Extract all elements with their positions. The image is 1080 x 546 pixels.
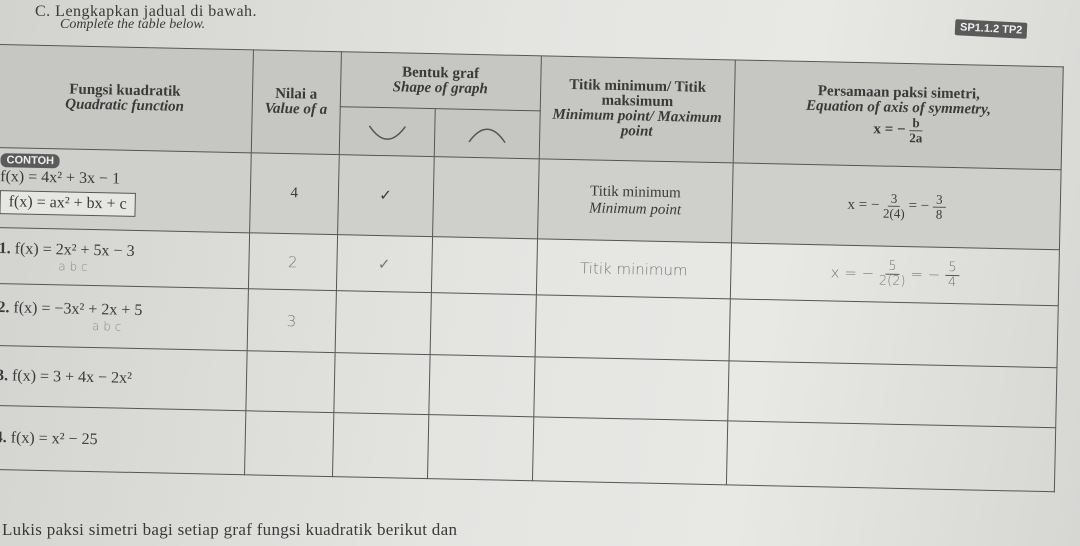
a-value-input[interactable] — [244, 410, 334, 477]
header-shape: Bentuk graf Shape of graph — [339, 51, 541, 111]
a-value-input[interactable]: 2 — [248, 232, 338, 291]
axis-input[interactable] — [728, 360, 1057, 428]
point-input[interactable] — [534, 294, 731, 361]
example-point: Titik minimum Minimum point — [537, 158, 734, 243]
point-input[interactable] — [533, 356, 730, 421]
example-function: f(x) = 4x² + 3x − 1 — [0, 168, 121, 188]
shape-up-input[interactable]: ✓ — [336, 234, 433, 293]
a-value-input[interactable] — [245, 350, 335, 413]
shape-down-input[interactable] — [428, 354, 535, 417]
shape-up-input[interactable] — [332, 412, 429, 479]
axis-input[interactable] — [729, 298, 1059, 368]
instruction-title: C. Lengkapkan jadual di bawah. — [35, 3, 258, 20]
header-value-a: Nilai a Value of a — [251, 49, 342, 155]
n-shape-icon — [433, 108, 540, 159]
axis-input[interactable] — [726, 420, 1056, 492]
a-value-input[interactable]: 3 — [246, 288, 337, 353]
shape-down-input[interactable] — [430, 236, 538, 295]
general-form: f(x) = ax² + bx + c — [0, 190, 136, 217]
example-shape-up: ✓ — [337, 154, 434, 237]
shape-down-input[interactable] — [427, 414, 534, 481]
footer-instruction: Lukis paksi simetri bagi setiap graf fun… — [2, 520, 458, 539]
instruction-subtitle: Complete the table below. — [60, 17, 206, 32]
quadratic-table: Fungsi kuadratik Quadratic function Nilai… — [0, 44, 1064, 492]
point-input[interactable]: Titik minimum — [535, 238, 732, 299]
header-axis: Persamaan paksi simetri, Equation of axis… — [733, 59, 1064, 170]
shape-up-input[interactable] — [333, 352, 430, 415]
header-function: Fungsi kuadratik Quadratic function — [0, 44, 254, 153]
u-shape-icon — [338, 106, 435, 157]
example-shape-down — [432, 156, 539, 239]
header-min-max: Titik minimum/ Titik maksimum Minimum poi… — [538, 55, 736, 163]
shape-down-input[interactable] — [429, 292, 536, 357]
point-input[interactable] — [531, 416, 729, 485]
example-a-value: 4 — [249, 152, 339, 235]
example-label: CONTOH — [0, 153, 61, 169]
shape-up-input[interactable] — [334, 290, 431, 355]
